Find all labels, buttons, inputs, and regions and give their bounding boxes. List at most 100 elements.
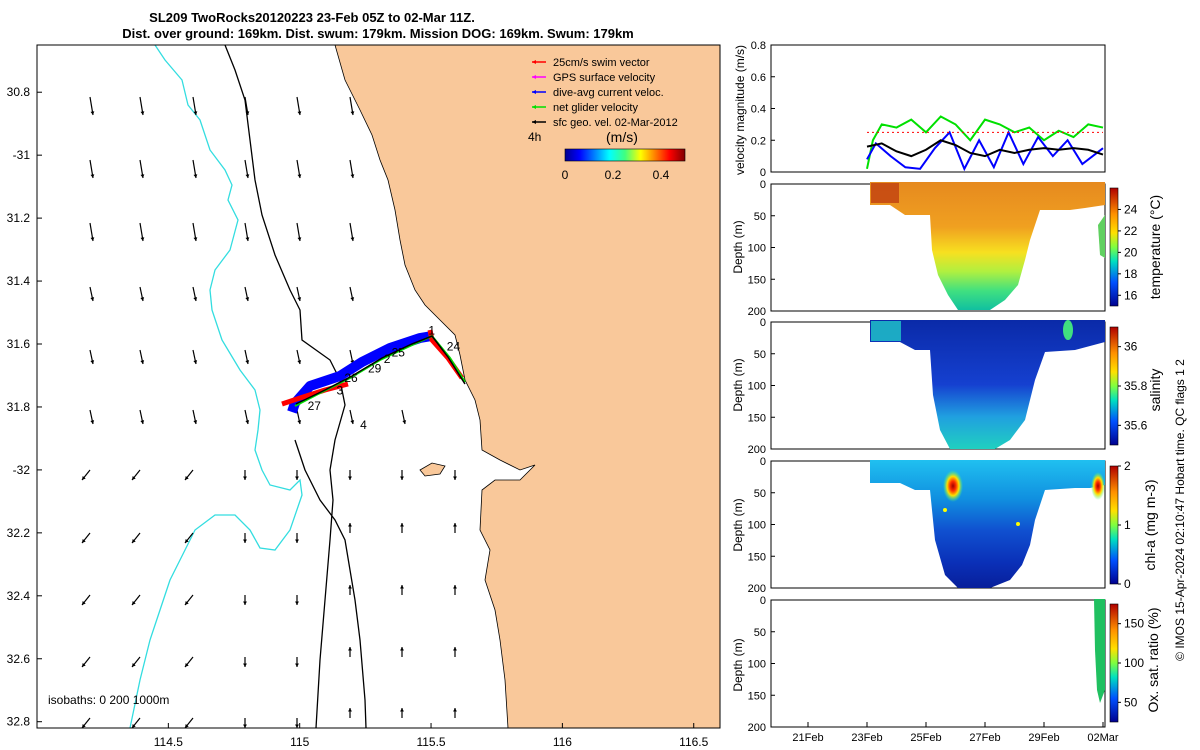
depth-tick-label: 200 <box>748 306 766 318</box>
depth-tick-label: 150 <box>748 551 766 563</box>
chla-ylabel: Depth (m) <box>731 498 745 551</box>
depth-tick-label: 0 <box>760 595 766 607</box>
depth-tick-label: 100 <box>748 520 766 532</box>
current-vector <box>244 409 250 425</box>
map-ytick-label: 31.8 <box>7 400 31 414</box>
current-vector <box>131 532 141 544</box>
map-colorbar-tick: 0 <box>562 168 569 182</box>
temperature-panel: Depth (m) temperature (°C) <box>731 182 1163 312</box>
velocity-ticks: 0 0.2 0.4 0.6 0.8 <box>751 40 775 179</box>
velocity-ytick-label: 0.4 <box>751 104 766 116</box>
velocity-panel: 0 0.2 0.4 0.6 0.8 velocity magnitude (m/s) <box>733 40 1106 179</box>
colorbar-tick-label: 100 <box>1124 656 1144 670</box>
velocity-ytick-label: 0 <box>760 167 766 179</box>
map-colorbar-tick: 0.4 <box>653 168 670 182</box>
legend-label: sfc geo. vel. 02-Mar-2012 <box>553 117 678 129</box>
current-vector <box>296 222 302 242</box>
legend-item: dive-avg current veloc. <box>532 87 664 99</box>
depth-tick-label: 200 <box>748 444 766 456</box>
salinity-patch <box>1063 320 1073 340</box>
time-tick-label: 27Feb <box>969 732 1000 744</box>
colorbar-tick-label: 35.8 <box>1124 379 1148 393</box>
current-vector <box>349 159 355 179</box>
current-vector <box>243 533 247 543</box>
current-vector <box>131 594 141 606</box>
map-title-line2: Dist. over ground: 169km. Dist. swum: 17… <box>122 26 634 41</box>
depth-tick-label: 200 <box>748 583 766 595</box>
current-vector <box>349 96 355 116</box>
oxygen-ylabel: Depth (m) <box>731 638 745 691</box>
chla-panel: Depth (m) chl-a (mg m-3) <box>731 460 1158 589</box>
current-vector <box>244 96 250 116</box>
current-vector <box>131 656 141 668</box>
chla-dot-2 <box>1016 522 1020 526</box>
time-tick-label: 21Feb <box>792 732 823 744</box>
map-ytick-label: 31.2 <box>7 211 31 225</box>
map-xtick-label: 116.5 <box>679 735 708 749</box>
map-title-line1: SL209 TwoRocks20120223 23-Feb 05Z to 02-… <box>149 10 475 25</box>
map-ytick-label: 31.6 <box>7 337 31 351</box>
current-vector <box>348 647 352 657</box>
time-tick-label: 02Mar <box>1087 732 1119 744</box>
velocity-ytick-label: 0.6 <box>751 72 766 84</box>
island <box>419 462 446 477</box>
depth-tick-label: 200 <box>748 722 766 734</box>
oxygen-cblabel: Ox. sat. ratio (%) <box>1145 607 1161 712</box>
isobath-200m <box>224 45 346 728</box>
glider-track <box>281 329 466 414</box>
salinity-ylabel: Depth (m) <box>731 358 745 411</box>
current-vector <box>81 717 91 728</box>
time-axis-ticks: 21Feb 23Feb 25Feb 27Feb 29Feb 02Mar <box>792 722 1119 744</box>
current-vector <box>184 532 194 544</box>
profile-panels: 0 0.2 0.4 0.6 0.8 velocity magnitude (m/s) D… <box>731 40 1163 744</box>
current-vector <box>295 595 299 605</box>
map-xtick-label: 116 <box>553 735 572 749</box>
colorbar-tick-label: 0 <box>1124 577 1131 591</box>
current-vector <box>400 647 404 657</box>
depth-tick-label: 100 <box>748 381 766 393</box>
map-colorbar-tick: 0.2 <box>605 168 622 182</box>
depth-tick-label: 150 <box>748 690 766 702</box>
day-label: 3 <box>336 383 343 397</box>
temperature-right-edge <box>1098 215 1105 258</box>
salinity-colorbar <box>1109 326 1119 446</box>
colorbar-tick-label: 50 <box>1124 695 1138 709</box>
colorbar-tick-label: 18 <box>1124 267 1138 281</box>
salinity-field <box>870 320 1105 449</box>
depth-tick-label: 150 <box>748 412 766 424</box>
chla-peak-2 <box>1091 472 1105 500</box>
current-vector <box>349 409 355 425</box>
isobath-deep <box>294 439 367 728</box>
current-vector <box>453 647 457 657</box>
isobath-1000m <box>129 45 303 728</box>
legend-label: GPS surface velocity <box>553 72 656 84</box>
time-tick-label: 29Feb <box>1028 732 1059 744</box>
map-ytick-label: 31.4 <box>7 274 31 288</box>
current-vector <box>400 708 404 718</box>
current-vector <box>453 585 457 595</box>
current-vector <box>243 657 247 667</box>
current-vector <box>89 159 95 179</box>
current-vector <box>400 470 404 480</box>
oxygen-panel: Depth (m) Ox. sat. ratio (%) <box>731 599 1161 728</box>
current-vector <box>243 595 247 605</box>
map-colorbar-ticks: 0 0.2 0.4 <box>562 168 670 182</box>
current-vector <box>349 222 355 242</box>
map-xtick-label: 114.5 <box>154 735 183 749</box>
day-label: 25 <box>392 346 406 360</box>
depth-tick-label: 50 <box>754 211 766 223</box>
legend-item: sfc geo. vel. 02-Mar-2012 <box>532 117 678 129</box>
current-vector <box>400 523 404 533</box>
current-vector <box>243 718 247 728</box>
current-vector <box>89 349 95 365</box>
colorbar-tick-label: 1 <box>1124 518 1131 532</box>
current-vector <box>81 469 91 481</box>
day-label: 4 <box>360 418 367 432</box>
current-vector <box>296 349 302 365</box>
current-vector <box>89 222 95 242</box>
chla-peak-1 <box>943 470 963 502</box>
map-legend: 25cm/s swim vector GPS surface velocity di… <box>532 57 678 129</box>
day-label: 26 <box>344 371 358 385</box>
profile-colorbar-ticks: 24 22 20 18 16 36 35.8 35.6 2 1 0 150 100 50 <box>1118 202 1148 709</box>
current-vector <box>401 409 407 425</box>
